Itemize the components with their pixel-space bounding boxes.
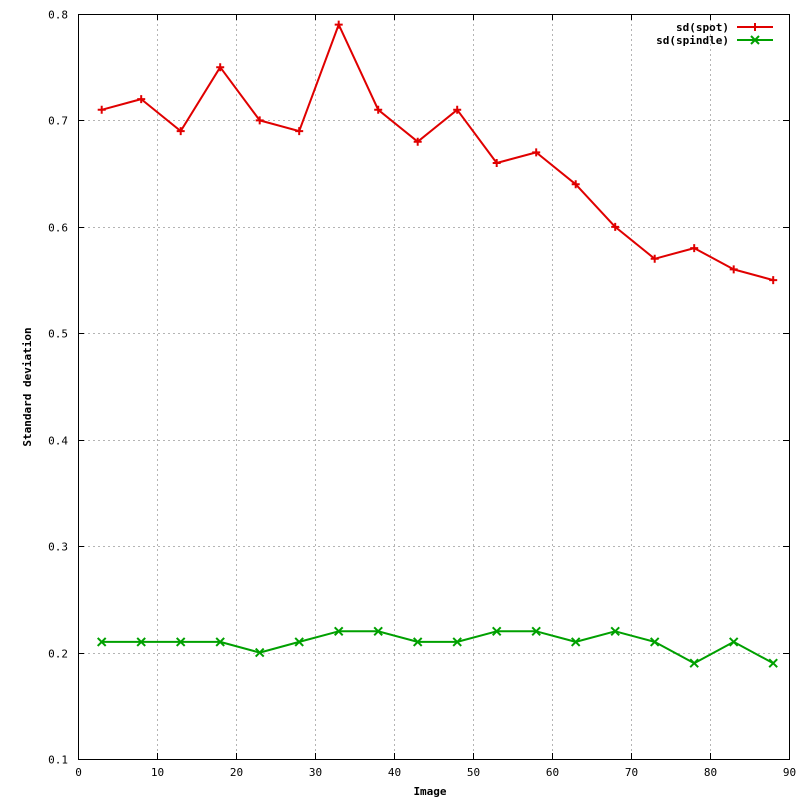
series-layer — [96, 20, 778, 668]
x-tick-label: 20 — [230, 766, 243, 779]
cross-marker — [96, 637, 107, 647]
legend-label: sd(spindle) — [656, 34, 729, 47]
plus-marker — [650, 254, 659, 263]
x-tick-label: 30 — [309, 766, 322, 779]
x-tick-label: 50 — [467, 766, 480, 779]
series-spot — [97, 20, 778, 285]
cross-marker — [531, 626, 541, 636]
plus-marker — [571, 180, 580, 189]
x-axis-label: Image — [413, 785, 446, 798]
plus-marker — [295, 127, 304, 136]
cross-marker — [373, 626, 383, 636]
cross-marker — [215, 637, 225, 647]
y-tick-label: 0.8 — [48, 9, 68, 22]
plus-marker — [611, 222, 620, 231]
series-spindle — [96, 626, 778, 668]
y-tick-labels: 0.1 0.2 0.3 0.4 0.5 0.6 0.7 0.8 — [48, 9, 68, 767]
plus-marker — [769, 276, 778, 285]
y-tick-label: 0.1 — [48, 754, 68, 767]
plus-marker — [690, 244, 699, 253]
y-tick-label: 0.7 — [48, 115, 68, 128]
cross-marker — [136, 637, 146, 647]
x-tick-label: 90 — [783, 766, 796, 779]
y-tick-label: 0.3 — [48, 541, 68, 554]
cross-marker — [452, 637, 462, 647]
cross-marker — [254, 647, 265, 658]
plus-marker — [492, 159, 501, 167]
x-tick-label: 80 — [704, 766, 717, 779]
x-tick-label: 70 — [625, 766, 638, 779]
cross-marker — [728, 637, 739, 647]
plus-marker — [453, 105, 462, 114]
plus-marker — [176, 127, 185, 136]
y-tick-label: 0.2 — [48, 648, 68, 661]
plus-marker — [216, 63, 225, 72]
legend-item: sd(spot) — [676, 21, 773, 34]
plot-frame — [78, 14, 790, 760]
plus-marker — [729, 265, 738, 274]
plus-marker — [97, 105, 106, 114]
y-tick-label: 0.5 — [48, 328, 68, 341]
cross-marker — [333, 626, 344, 636]
cross-marker — [412, 637, 423, 647]
cross-marker — [768, 658, 778, 668]
plus-marker — [137, 95, 146, 104]
x-tick-label: 40 — [388, 766, 401, 779]
series-line — [101, 630, 774, 665]
cross-marker — [649, 637, 660, 647]
plus-marker — [334, 20, 343, 29]
cross-marker — [750, 35, 760, 45]
legend-label: sd(spot) — [676, 21, 729, 34]
plus-marker — [374, 105, 383, 114]
series-line — [101, 23, 774, 282]
y-axis-label: Standard deviation — [21, 327, 34, 446]
tick-layer — [78, 14, 790, 760]
cross-marker — [294, 637, 304, 647]
plus-marker — [255, 116, 264, 125]
y-tick-label: 0.4 — [48, 435, 68, 448]
x-tick-label: 10 — [151, 766, 164, 779]
x-tick-labels: 0 10 20 30 40 50 60 70 80 90 — [75, 766, 796, 779]
plus-marker — [413, 137, 422, 146]
cross-marker — [491, 626, 502, 636]
cross-marker — [610, 626, 620, 636]
cross-marker — [689, 658, 699, 668]
x-tick-label: 0 — [75, 766, 82, 779]
plus-marker — [532, 148, 541, 157]
plus-marker — [751, 23, 759, 31]
x-tick-label: 60 — [546, 766, 559, 779]
cross-marker — [175, 637, 186, 647]
legend-item: sd(spindle) — [656, 34, 773, 47]
legend: sd(spot)sd(spindle) — [656, 21, 773, 47]
cross-marker — [570, 637, 581, 647]
y-tick-label: 0.6 — [48, 222, 68, 235]
